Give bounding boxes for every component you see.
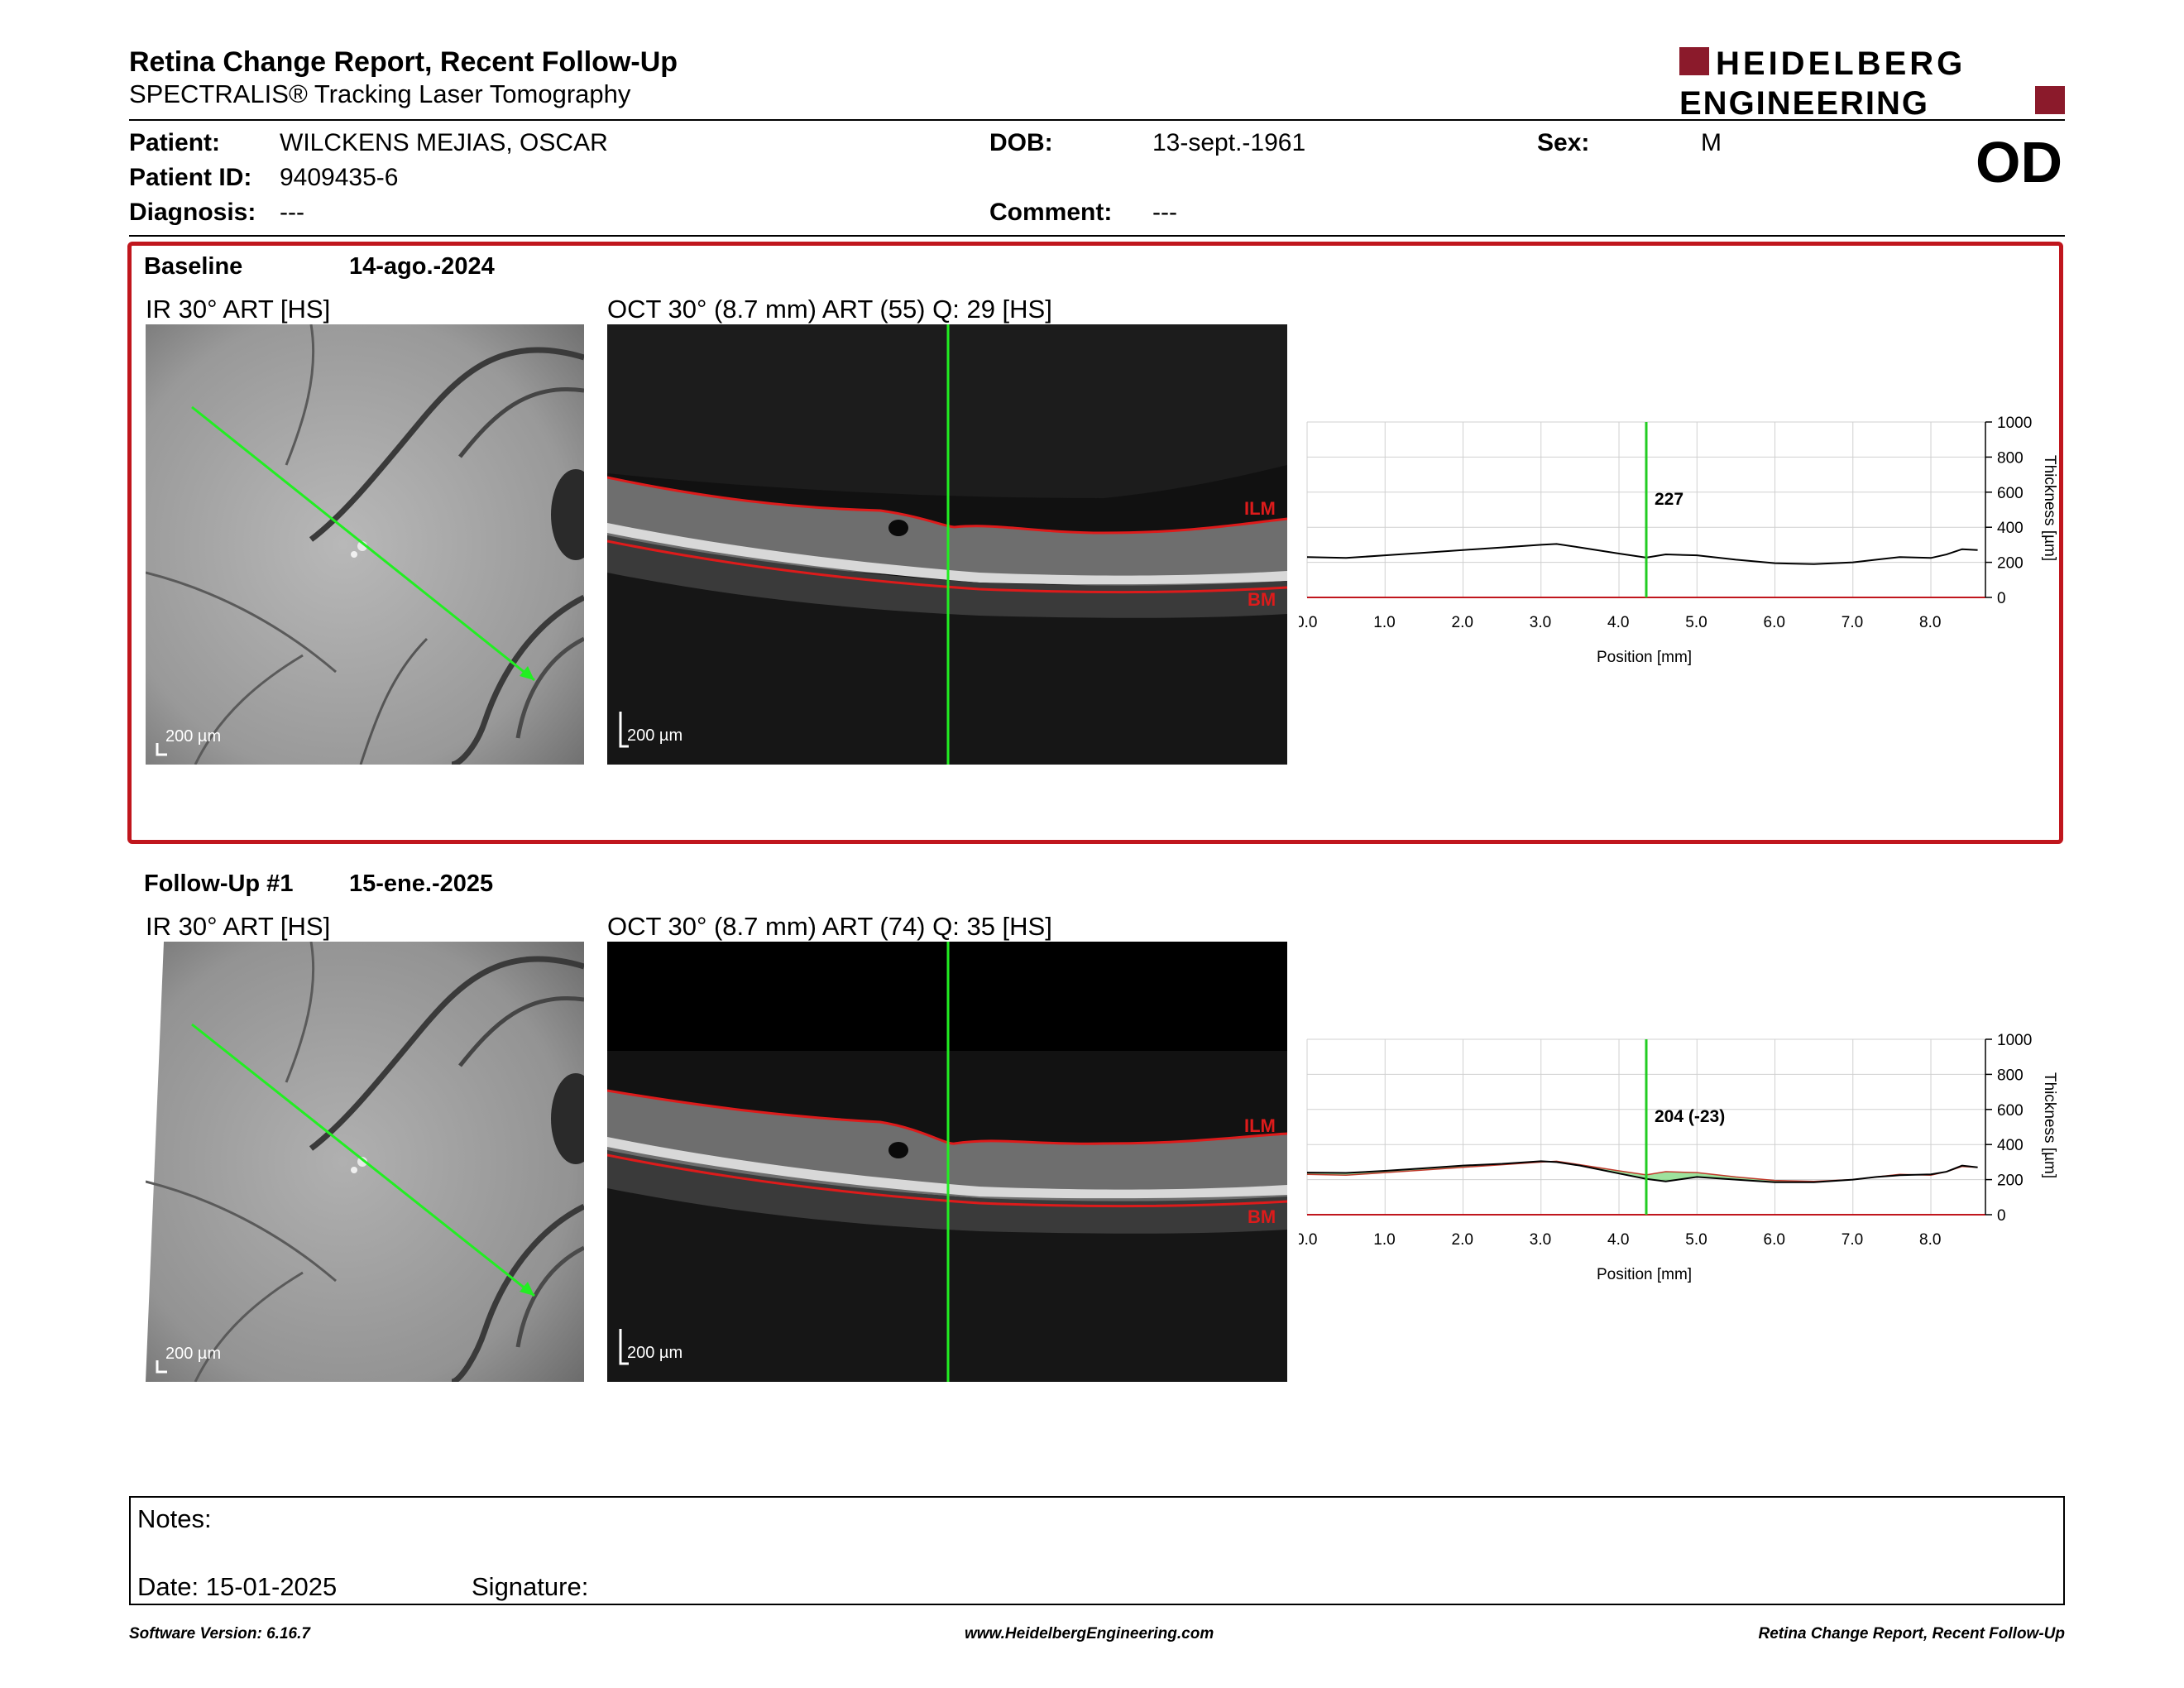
x-tick-label: 5.0 bbox=[1685, 1231, 1707, 1249]
x-tick-label: 4.0 bbox=[1607, 614, 1629, 631]
x-tick-label: 7.0 bbox=[1842, 614, 1863, 631]
baseline-oct-scale: 200 µm bbox=[627, 727, 683, 745]
x-tick-label: 3.0 bbox=[1530, 614, 1551, 631]
baseline-thickness-plot: 0 200 400 600 800 1000 0.0 1.0 2.0 3.0 4.0 5.0 6.0 7.… bbox=[1299, 415, 2058, 666]
baseline-oct-caption: OCT 30° (8.7 mm) ART (55) Q: 29 [HS] bbox=[607, 295, 1052, 324]
x-tick-label: 3.0 bbox=[1530, 1231, 1551, 1249]
x-tick-label: 2.0 bbox=[1452, 614, 1473, 631]
x-tick-label: 1.0 bbox=[1373, 1231, 1395, 1249]
patient-label: Patient: bbox=[129, 129, 221, 156]
followup-label: Follow-Up #1 bbox=[144, 870, 294, 897]
baseline-ir-fundus-image: 200 µm bbox=[146, 324, 584, 765]
heidelberg-logo: HEIDELBERG ENGINEERING bbox=[1679, 46, 2065, 117]
x-tick-label: 0.0 bbox=[1299, 1231, 1317, 1249]
comment-label: Comment: bbox=[989, 199, 1113, 226]
y-axis-label: Thickness [µm] bbox=[2041, 1072, 2058, 1178]
x-tick-label: 8.0 bbox=[1919, 614, 1941, 631]
svg-text:HEIDELBERG: HEIDELBERG bbox=[1716, 46, 1966, 82]
followup-date: 15-ene.-2025 bbox=[349, 870, 494, 897]
footer-website[interactable]: www.HeidelbergEngineering.com bbox=[965, 1625, 1214, 1642]
patient-name: WILCKENS MEJIAS, OSCAR bbox=[280, 129, 608, 156]
x-tick-label: 7.0 bbox=[1842, 1231, 1863, 1249]
report-subtitle: SPECTRALIS® Tracking Laser Tomography bbox=[129, 79, 631, 108]
baseline-oct-bscan: ILM BM 200 µm bbox=[607, 324, 1287, 765]
diagnosis-label: Diagnosis: bbox=[129, 199, 256, 226]
signature-label: Signature: bbox=[472, 1572, 589, 1601]
followup-oct-caption: OCT 30° (8.7 mm) ART (74) Q: 35 [HS] bbox=[607, 912, 1052, 941]
svg-text:ILM: ILM bbox=[1244, 498, 1276, 519]
y-axis-label: Thickness [µm] bbox=[2041, 455, 2058, 561]
svg-text:ILM: ILM bbox=[1244, 1115, 1276, 1136]
y-tick-label: 0 bbox=[1997, 590, 2006, 607]
y-tick-label: 400 bbox=[1997, 1137, 2024, 1154]
followup-ir-scale: 200 µm bbox=[165, 1345, 222, 1363]
eye-label: OD bbox=[1976, 130, 2062, 194]
x-tick-label: 8.0 bbox=[1919, 1231, 1941, 1249]
x-tick-label: 2.0 bbox=[1452, 1231, 1473, 1249]
y-tick-label: 200 bbox=[1997, 555, 2024, 573]
sex-value: M bbox=[1701, 129, 1722, 156]
marker-value-label: 204 (-23) bbox=[1655, 1107, 1725, 1126]
y-tick-label: 200 bbox=[1997, 1172, 2024, 1190]
report-title: Retina Change Report, Recent Follow-Up bbox=[129, 46, 678, 78]
sex-label: Sex: bbox=[1537, 129, 1590, 156]
baseline-ir-caption: IR 30° ART [HS] bbox=[146, 295, 331, 324]
followup-oct-scale: 200 µm bbox=[627, 1344, 683, 1362]
x-axis-label: Position [mm] bbox=[1597, 649, 1692, 666]
baseline-highlight-frame bbox=[127, 242, 2063, 844]
dob-value: 13-sept.-1961 bbox=[1152, 129, 1306, 156]
dob-label: DOB: bbox=[989, 129, 1053, 156]
y-tick-label: 600 bbox=[1997, 485, 2024, 502]
notes-date: Date: 15-01-2025 bbox=[137, 1572, 338, 1601]
comment-value: --- bbox=[1152, 199, 1177, 226]
followup-thickness-plot: 0 200 400 600 800 1000 0.0 1.0 2.0 3.0 4.0 5.0 6.0 7.… bbox=[1299, 1032, 2058, 1283]
followup-oct-bscan: ILM BM 200 µm bbox=[607, 942, 1287, 1382]
x-axis-label: Position [mm] bbox=[1597, 1266, 1692, 1283]
header-divider bbox=[129, 119, 2065, 121]
thickness-series-line bbox=[1306, 1160, 1978, 1183]
footer-report-name: Retina Change Report, Recent Follow-Up bbox=[1758, 1625, 2065, 1642]
svg-text:ENGINEERING: ENGINEERING bbox=[1679, 85, 1929, 117]
y-tick-label: 600 bbox=[1997, 1102, 2024, 1120]
y-tick-label: 1000 bbox=[1997, 1032, 2032, 1049]
x-tick-label: 5.0 bbox=[1685, 614, 1707, 631]
notes-label: Notes: bbox=[137, 1504, 212, 1533]
y-tick-label: 800 bbox=[1997, 449, 2024, 467]
x-tick-label: 6.0 bbox=[1764, 614, 1785, 631]
baseline-ir-scale: 200 µm bbox=[165, 727, 222, 746]
thickness-change-area bbox=[1307, 1161, 1978, 1182]
y-tick-label: 400 bbox=[1997, 520, 2024, 537]
y-tick-label: 1000 bbox=[1997, 415, 2032, 432]
followup-ir-caption: IR 30° ART [HS] bbox=[146, 912, 331, 941]
marker-value-label: 227 bbox=[1655, 490, 1684, 509]
y-tick-label: 0 bbox=[1997, 1207, 2006, 1225]
diagnosis-value: --- bbox=[280, 199, 304, 226]
baseline-label: Baseline bbox=[144, 253, 243, 280]
notes-box[interactable]: Notes: Date: 15-01-2025 Signature: bbox=[129, 1496, 2065, 1605]
footer-software-version: Software Version: 6.16.7 bbox=[129, 1625, 310, 1642]
patient-divider bbox=[129, 235, 2065, 237]
x-tick-label: 6.0 bbox=[1764, 1231, 1785, 1249]
followup-ir-fundus-image: 200 µm bbox=[146, 942, 584, 1382]
y-tick-label: 800 bbox=[1997, 1067, 2024, 1084]
thickness-series-line bbox=[1306, 543, 1978, 565]
x-tick-label: 0.0 bbox=[1299, 614, 1317, 631]
svg-text:BM: BM bbox=[1248, 589, 1276, 610]
baseline-date: 14-ago.-2024 bbox=[349, 253, 495, 280]
x-tick-label: 1.0 bbox=[1373, 614, 1395, 631]
svg-text:BM: BM bbox=[1248, 1206, 1276, 1227]
patient-id-label: Patient ID: bbox=[129, 164, 252, 191]
patient-id: 9409435-6 bbox=[280, 164, 399, 191]
x-tick-label: 4.0 bbox=[1607, 1231, 1629, 1249]
